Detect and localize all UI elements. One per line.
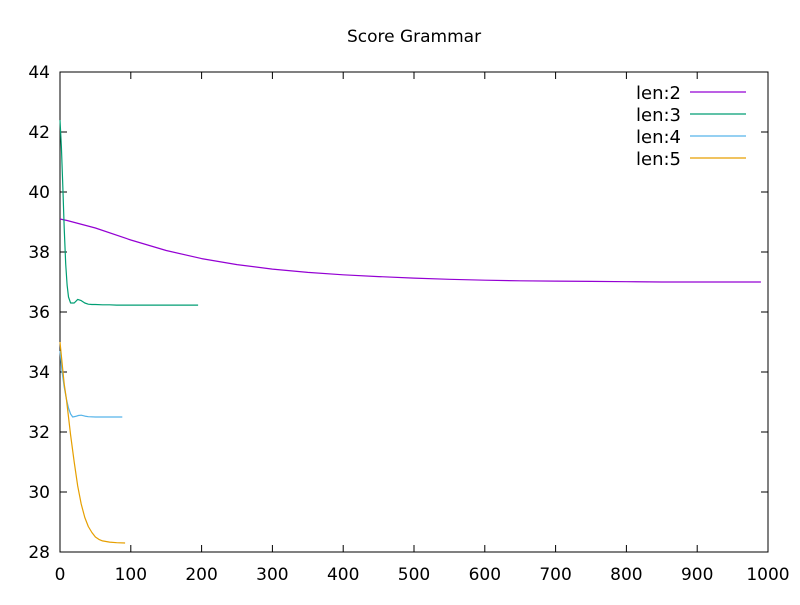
series-line-2: [59, 119, 199, 306]
x-tick-label: 200: [185, 565, 217, 585]
chart-title: Score Grammar: [347, 27, 481, 47]
legend-label: len:5: [636, 149, 681, 170]
x-tick-label: 400: [327, 565, 359, 585]
legend-label: len:2: [636, 83, 681, 104]
y-tick-label: 28: [28, 543, 50, 563]
x-tick-label: 1000: [746, 565, 789, 585]
y-tick-label: 42: [28, 123, 50, 143]
y-tick-label: 38: [28, 243, 50, 263]
series-line-1: [59, 218, 761, 283]
x-tick-label: 700: [539, 565, 571, 585]
y-tick-label: 44: [28, 63, 50, 83]
x-tick-label: 900: [681, 565, 713, 585]
y-tick-label: 40: [28, 183, 50, 203]
y-tick-label: 30: [28, 483, 50, 503]
y-tick-label: 36: [28, 303, 50, 323]
series-line-3: [59, 350, 123, 418]
series-lines: [59, 119, 761, 544]
axis-ticks: 0 100 200 300 400 500 600 700 800 900 1000 28 30 32 34…: [28, 63, 789, 585]
legend-label: len:4: [636, 127, 681, 148]
series-line-4: [59, 341, 126, 544]
x-tick-label: 100: [115, 565, 147, 585]
x-tick-label: 500: [398, 565, 430, 585]
x-tick-label: 600: [469, 565, 501, 585]
y-tick-label: 34: [28, 363, 50, 383]
x-tick-label: 800: [610, 565, 642, 585]
legend-label: len:3: [636, 105, 681, 126]
y-tick-label: 32: [28, 423, 50, 443]
x-tick-label: 300: [256, 565, 288, 585]
x-tick-label: 0: [55, 565, 66, 585]
